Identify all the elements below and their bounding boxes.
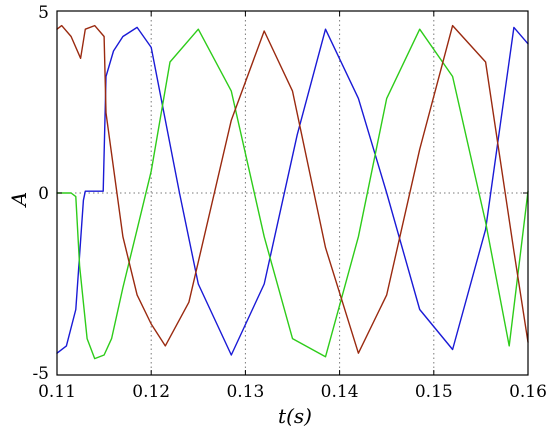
series-line-3 — [56, 24, 529, 354]
y-tick-label: 5 — [38, 3, 49, 23]
y-tick-label: 0 — [38, 184, 49, 204]
x-axis-label-group: t(s) — [278, 404, 312, 428]
x-tick-label: 0.16 — [509, 382, 547, 402]
y-axis-label: A — [7, 192, 31, 208]
series-line-1 — [56, 26, 529, 356]
tick-layer: 0.11 0.12 0.13 0.14 0.15 0.16 -5 0 5 — [32, 3, 546, 402]
x-tick-label: 0.14 — [321, 382, 359, 402]
x-tick-label: 0.13 — [226, 382, 264, 402]
grid-layer — [57, 11, 528, 375]
x-tick-label: 0.12 — [132, 382, 170, 402]
y-tick-label: -5 — [32, 364, 49, 384]
series-line-2 — [56, 28, 529, 360]
x-axis-label: t(s) — [278, 404, 312, 428]
series-layer — [56, 24, 529, 360]
x-tick-label: 0.15 — [415, 382, 453, 402]
x-tick-label: 0.11 — [38, 382, 76, 402]
y-axis-label-group: A — [7, 192, 31, 208]
